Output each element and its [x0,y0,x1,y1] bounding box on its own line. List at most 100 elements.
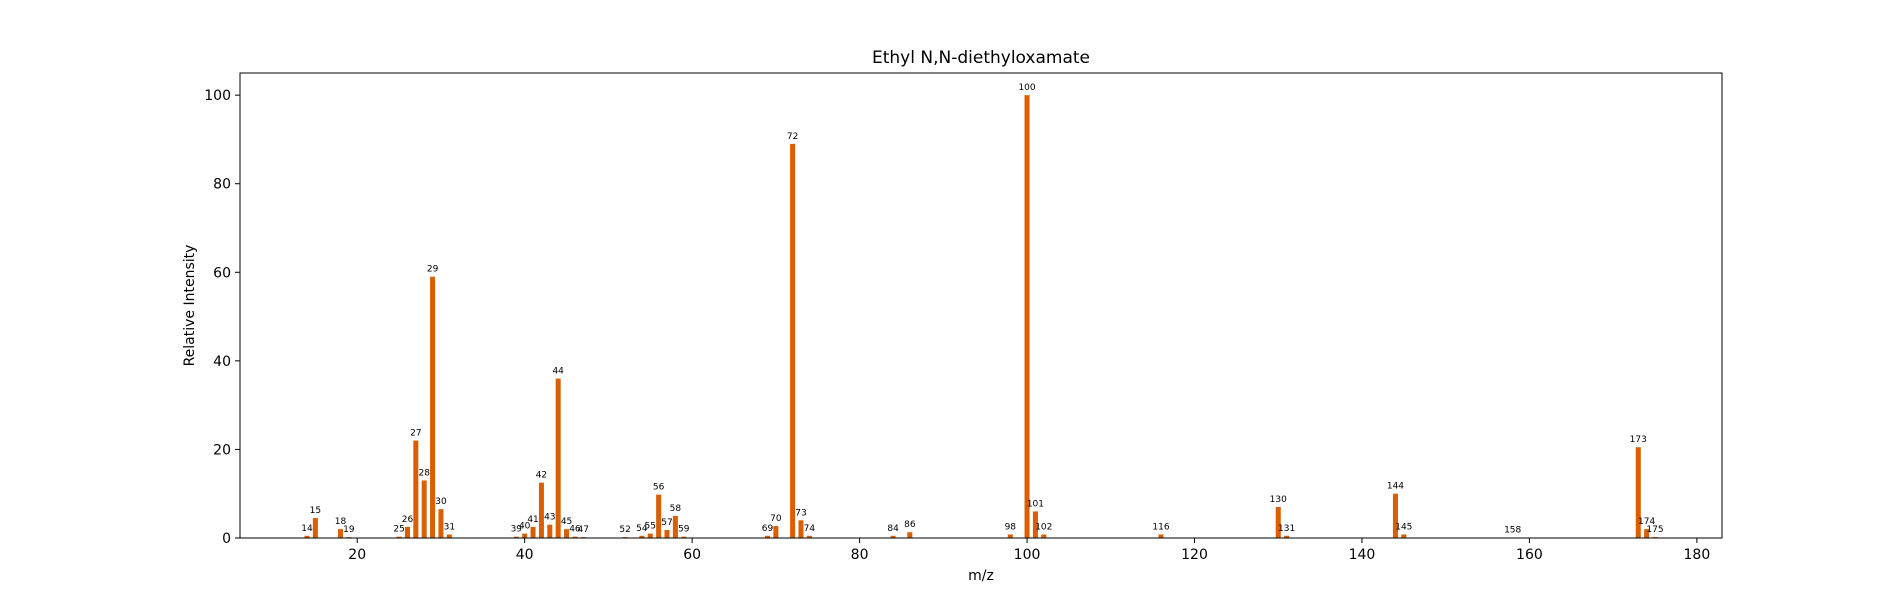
peak-bar-98 [1007,534,1013,538]
peak-bar-131 [1284,535,1290,538]
peak-label-57: 57 [661,518,672,528]
peak-label-174: 174 [1638,517,1655,527]
peak-label-145: 145 [1395,522,1412,532]
peak-label-54: 54 [636,524,648,534]
peak-bar-28 [421,480,427,538]
peak-bar-73 [798,520,804,538]
peak-label-14: 14 [301,524,313,534]
peak-label-144: 144 [1387,482,1404,492]
peak-bar-145 [1401,534,1407,538]
x-tick-label: 100 [1014,547,1041,563]
x-tick-label: 120 [1181,547,1208,563]
peak-bar-42 [538,482,544,538]
peak-label-31: 31 [444,522,455,532]
axes-group: 20 40 60 80 100 120 140 160 180 0 20 40 60 80 100 [204,72,1723,563]
x-tick-label: 140 [1349,547,1376,563]
peak-label-158: 158 [1504,526,1521,536]
peak-label-69: 69 [762,524,774,534]
peak-label-26: 26 [402,515,414,525]
peak-label-52: 52 [619,525,630,535]
peak-bar-18 [337,529,343,538]
peak-bar-116 [1158,534,1164,538]
peak-bar-100 [1024,95,1030,539]
plot-frame [239,72,1723,539]
peak-bar-56 [656,494,662,538]
peak-bar-29 [430,276,436,538]
peak-label-27: 27 [410,429,421,439]
peak-bar-86 [907,532,913,538]
peak-label-55: 55 [645,522,656,532]
peak-bar-54 [639,535,645,538]
peak-bar-39 [513,536,519,538]
x-axis-title: m/z [968,568,994,584]
peak-bar-41 [530,526,536,538]
peak-label-25: 25 [393,525,404,535]
peak-bar-72 [790,143,796,538]
peak-bar-15 [312,518,318,538]
peak-bar-102 [1041,534,1047,538]
y-tick-label: 20 [213,442,231,458]
y-tick-label: 80 [213,177,231,193]
peak-bar-44 [555,378,561,538]
peak-bar-84 [890,535,896,538]
peak-label-56: 56 [653,483,665,493]
peak-bar-101 [1032,511,1038,538]
peak-label-100: 100 [1018,83,1035,93]
bars-group [304,95,1658,539]
peak-label-102: 102 [1035,522,1052,532]
peak-label-101: 101 [1027,499,1044,509]
peak-label-29: 29 [427,265,439,275]
peak-label-28: 28 [418,468,430,478]
peak-label-30: 30 [435,497,447,507]
x-tick-label: 160 [1516,547,1543,563]
peak-label-131: 131 [1278,524,1295,534]
peak-bar-70 [773,526,779,538]
peak-bar-43 [547,524,553,538]
peak-label-130: 130 [1270,495,1287,505]
peak-label-46: 46 [569,525,581,535]
peak-bar-174 [1644,529,1650,538]
peak-label-116: 116 [1152,522,1169,532]
peak-bar-55 [647,533,653,538]
peak-label-70: 70 [770,514,782,524]
peak-label-42: 42 [536,471,547,481]
x-tick-label: 180 [1684,547,1711,563]
y-tick-label: 0 [222,531,231,547]
peak-label-84: 84 [887,524,899,534]
peak-bar-144 [1392,493,1398,538]
peak-label-19: 19 [343,525,355,535]
peak-label-175: 175 [1646,525,1663,535]
peak-label-45: 45 [561,517,572,527]
x-tick-label: 60 [683,547,701,563]
peak-label-44: 44 [552,367,564,377]
peak-bar-45 [564,529,570,538]
chart-title: Ethyl N,N-diethyloxamate [872,48,1090,68]
y-tick-label: 60 [213,265,231,281]
peak-label-40: 40 [519,522,531,532]
peak-label-59: 59 [678,525,690,535]
peak-bar-173 [1635,447,1641,538]
peak-label-72: 72 [787,132,798,142]
peak-label-98: 98 [1005,522,1017,532]
x-tick-label: 20 [348,547,366,563]
peak-bar-27 [413,440,419,538]
peak-bar-58 [672,515,678,538]
peak-bar-31 [446,534,452,538]
peak-bar-57 [664,530,670,538]
peak-label-86: 86 [904,520,916,530]
peak-bar-30 [438,509,444,538]
peak-label-73: 73 [795,508,806,518]
peak-bar-74 [806,535,812,538]
peak-label-173: 173 [1630,435,1647,445]
peak-label-18: 18 [335,517,347,527]
x-tick-label: 80 [851,547,869,563]
peak-label-39: 39 [511,525,523,535]
peak-label-58: 58 [670,504,682,514]
peak-label-47: 47 [578,525,589,535]
y-axis-title: Relative Intensity [182,245,198,367]
peak-bar-26 [404,526,410,538]
peak-bar-69 [764,535,771,538]
peak-label-74: 74 [804,524,816,534]
peak-bar-46 [572,536,578,538]
